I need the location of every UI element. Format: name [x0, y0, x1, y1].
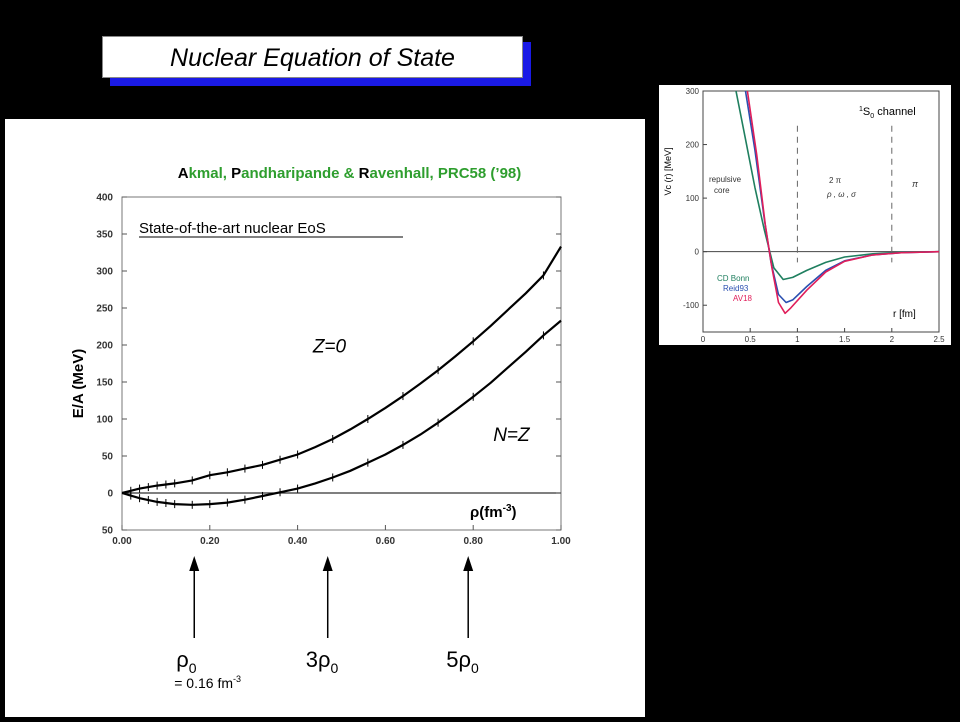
inset-y-tick-label: 300 — [686, 87, 700, 96]
density-label-prefix: 5 — [446, 647, 458, 672]
inset-panel: -100 0 100 200 300 0 0.5 1 1.5 2 2.5 1S0 channel rep… — [659, 85, 951, 345]
inset-x-tick-label: 1.5 — [839, 335, 851, 344]
citation-part-3: andharipande & — [241, 165, 359, 182]
inset-x-tick-label: 2.5 — [933, 335, 945, 344]
density-note-main: = 0.16 fm — [174, 675, 233, 691]
inset-frame — [702, 90, 940, 333]
region-label-repulsive: repulsive — [709, 175, 742, 184]
y-tick-label: 50 — [102, 452, 114, 463]
citation-part-5: avenhall, PRC58 (’98) — [370, 165, 522, 182]
main-panel: Akmal, Pandharipande & Ravenhall, PRC58 … — [5, 119, 645, 717]
eos-chart: Akmal, Pandharipande & Ravenhall, PRC58 … — [70, 165, 571, 691]
x-axis-label-close: ) — [512, 504, 517, 521]
density-arrowhead-0 — [189, 556, 200, 571]
density-label-prefix: 3 — [306, 647, 318, 672]
density-note-sup: -3 — [233, 674, 241, 684]
inset-x-axis-label: r [fm] — [893, 309, 916, 320]
inset-y-tick-label: 200 — [686, 141, 700, 150]
plot-frame — [121, 196, 562, 531]
citation-part-1: kmal, — [189, 165, 232, 182]
citation-part-2: P — [231, 165, 241, 182]
density-arrowhead-1 — [322, 556, 333, 571]
y-tick-label: 100 — [96, 415, 113, 426]
density-label-rho: ρ — [458, 647, 471, 672]
inset-x-tick-label: 0 — [701, 335, 706, 344]
inset-y-tick-label: 100 — [686, 194, 700, 203]
y-tick-label: 200 — [96, 341, 113, 352]
x-tick-label: 0.60 — [376, 536, 396, 547]
inset-title-sup: 1 — [859, 106, 863, 113]
y-tick-label: 150 — [96, 378, 113, 389]
region-label-core: core — [714, 186, 730, 195]
inset-series-line-2 — [746, 91, 939, 315]
density-label-sub: 0 — [189, 660, 197, 676]
inset-x-tick-label: 2 — [890, 335, 895, 344]
inset-legend-2: AV18 — [733, 294, 753, 303]
y-tick-label: 300 — [96, 267, 113, 278]
density-label-0: ρ0 — [176, 647, 197, 676]
y-tick-label: 350 — [96, 230, 113, 241]
y-tick-label: 250 — [96, 304, 113, 315]
x-tick-label: 0.00 — [112, 536, 132, 547]
density-label-sub: 0 — [330, 660, 338, 676]
chart-subtitle: State-of-the-art nuclear EoS — [139, 220, 326, 237]
density-arrowhead-2 — [463, 556, 474, 571]
density-label-1: 3ρ0 — [306, 647, 339, 676]
x-tick-label: 0.40 — [288, 536, 308, 547]
region-label-pi: π — [912, 179, 919, 189]
inset-title-rest: channel — [874, 106, 916, 118]
inset-y-tick-label: 0 — [695, 248, 700, 257]
inset-title: 1S0 channel — [859, 106, 916, 120]
x-axis-label-sup: -3 — [503, 503, 512, 514]
inset-title-main: S — [863, 106, 870, 118]
x-tick-label: 0.20 — [200, 536, 220, 547]
y-tick-label: 50 — [102, 526, 114, 537]
title-box: Nuclear Equation of State — [102, 36, 523, 78]
region-label-2pi: 2 π — [829, 176, 842, 185]
x-axis-label: ρ(fm-3) — [470, 503, 517, 521]
citation-part-0: A — [178, 165, 189, 182]
density-label-rho: ρ — [318, 647, 331, 672]
series-line-1 — [121, 319, 562, 506]
density-label-rho: ρ — [176, 647, 189, 672]
citation: Akmal, Pandharipande & Ravenhall, PRC58 … — [178, 165, 522, 182]
inset-series-line-0 — [735, 91, 939, 281]
citation-part-4: R — [359, 165, 370, 182]
x-tick-label: 1.00 — [551, 536, 571, 547]
density-note: = 0.16 fm-3 — [174, 674, 241, 691]
inset-x-tick-label: 0.5 — [745, 335, 757, 344]
density-label-sub: 0 — [471, 660, 479, 676]
x-tick-label: 0.80 — [463, 536, 483, 547]
inset-legend-0: CD Bonn — [717, 274, 749, 283]
inset-x-tick-label: 1 — [795, 335, 800, 344]
y-tick-label: 0 — [107, 489, 113, 500]
slide-title: Nuclear Equation of State — [170, 44, 455, 72]
y-tick-label: 400 — [96, 193, 113, 204]
density-label-2: 5ρ0 — [446, 647, 479, 676]
region-label-mesons: ρ , ω , σ — [826, 190, 857, 199]
y-axis-label: E/A (MeV) — [70, 349, 87, 418]
inset-y-axis-label: Vc (r) [MeV] — [663, 147, 673, 195]
series-line-0 — [121, 246, 562, 495]
inset-legend-1: Reid93 — [723, 284, 749, 293]
series-label-z0: Z=0 — [312, 336, 347, 357]
series-label-nz: N=Z — [493, 425, 531, 446]
inset-title-sub: 0 — [870, 113, 874, 120]
inset-y-tick-label: -100 — [683, 301, 700, 310]
x-axis-label-main: ρ(fm — [470, 504, 503, 521]
